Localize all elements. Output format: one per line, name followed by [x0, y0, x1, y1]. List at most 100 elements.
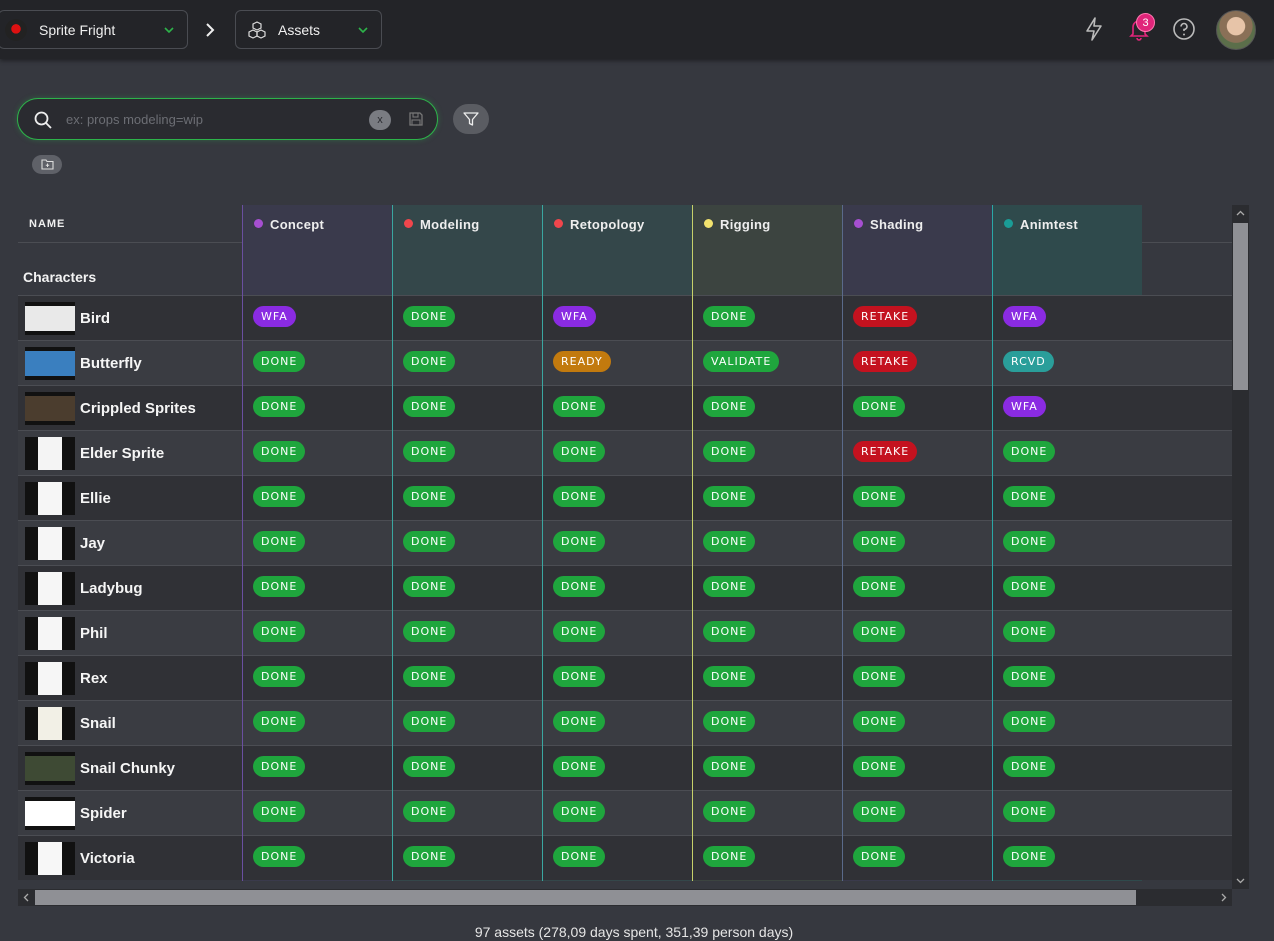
status-badge[interactable]: DONE — [703, 666, 756, 687]
status-cell[interactable]: DONE — [392, 566, 542, 611]
status-cell[interactable]: DONE — [692, 656, 842, 701]
asset-name[interactable]: Crippled Sprites — [80, 400, 196, 417]
status-badge[interactable]: DONE — [703, 801, 756, 822]
search-input[interactable] — [66, 109, 356, 129]
status-badge[interactable]: DONE — [253, 576, 306, 597]
status-badge[interactable]: DONE — [853, 666, 906, 687]
status-cell[interactable]: WFA — [242, 296, 392, 341]
status-badge[interactable]: DONE — [253, 351, 306, 372]
horizontal-scroll-thumb[interactable] — [35, 890, 1136, 905]
status-cell[interactable]: DONE — [992, 521, 1142, 566]
status-badge[interactable]: DONE — [1003, 756, 1056, 777]
asset-thumbnail[interactable] — [25, 797, 75, 830]
status-badge[interactable]: DONE — [253, 801, 306, 822]
status-badge[interactable]: DONE — [253, 666, 306, 687]
status-badge[interactable]: DONE — [703, 396, 756, 417]
status-badge[interactable]: DONE — [253, 711, 306, 732]
status-badge[interactable]: DONE — [253, 846, 306, 867]
asset-name-cell[interactable]: Rex — [18, 656, 242, 701]
table-row[interactable]: Bird WFA DONE WFA DONE RETAKE WFA — [18, 295, 1232, 340]
status-cell[interactable]: DONE — [392, 521, 542, 566]
status-cell[interactable]: DONE — [692, 431, 842, 476]
status-cell[interactable]: DONE — [992, 746, 1142, 791]
status-badge[interactable]: DONE — [1003, 576, 1056, 597]
status-badge[interactable]: DONE — [253, 396, 306, 417]
asset-thumbnail[interactable] — [25, 617, 75, 650]
status-badge[interactable]: DONE — [253, 621, 306, 642]
status-badge[interactable]: DONE — [853, 711, 906, 732]
add-folder-button[interactable] — [32, 155, 62, 174]
table-row[interactable]: Snail DONE DONE DONE DONE DONE DONE — [18, 700, 1232, 745]
status-badge[interactable]: DONE — [553, 441, 606, 462]
asset-name-cell[interactable]: Butterfly — [18, 341, 242, 386]
status-cell[interactable]: DONE — [242, 791, 392, 836]
project-selector[interactable]: Sprite Fright — [0, 10, 188, 49]
asset-name[interactable]: Butterfly — [80, 355, 142, 372]
status-cell[interactable]: DONE — [842, 386, 992, 431]
status-badge[interactable]: DONE — [703, 846, 756, 867]
asset-name[interactable]: Ellie — [80, 490, 111, 507]
status-badge[interactable]: READY — [553, 351, 611, 372]
clear-search-button[interactable]: x — [369, 110, 391, 130]
status-badge[interactable]: DONE — [853, 531, 906, 552]
status-badge[interactable]: DONE — [403, 621, 456, 642]
table-row[interactable]: Butterfly DONE DONE READY VALIDATE RETAKE RCVD — [18, 340, 1232, 385]
status-cell[interactable]: DONE — [842, 836, 992, 881]
status-cell[interactable]: DONE — [692, 296, 842, 341]
asset-thumbnail[interactable] — [25, 437, 75, 470]
status-badge[interactable]: DONE — [1003, 486, 1056, 507]
status-cell[interactable]: DONE — [692, 566, 842, 611]
asset-name-cell[interactable]: Victoria — [18, 836, 242, 881]
status-cell[interactable]: DONE — [692, 386, 842, 431]
status-cell[interactable]: DONE — [242, 341, 392, 386]
status-badge[interactable]: DONE — [853, 621, 906, 642]
filter-button[interactable] — [453, 104, 489, 134]
asset-name[interactable]: Phil — [80, 625, 108, 642]
asset-name[interactable]: Jay — [80, 535, 106, 552]
status-badge[interactable]: RETAKE — [853, 441, 918, 462]
status-cell[interactable]: DONE — [992, 566, 1142, 611]
table-row[interactable]: Ladybug DONE DONE DONE DONE DONE DONE — [18, 565, 1232, 610]
status-cell[interactable]: DONE — [392, 386, 542, 431]
table-row[interactable]: Snail Chunky DONE DONE DONE DONE DONE DONE — [18, 745, 1232, 790]
status-badge[interactable]: DONE — [703, 531, 756, 552]
table-row[interactable]: Spider DONE DONE DONE DONE DONE DONE — [18, 790, 1232, 835]
status-badge[interactable]: DONE — [553, 756, 606, 777]
asset-name[interactable]: Elder Sprite — [80, 445, 165, 462]
status-cell[interactable]: DONE — [692, 611, 842, 656]
asset-thumbnail[interactable] — [25, 527, 75, 560]
status-cell[interactable]: DONE — [542, 791, 692, 836]
status-badge[interactable]: RETAKE — [853, 306, 918, 327]
asset-name-cell[interactable]: Spider — [18, 791, 242, 836]
status-badge[interactable]: DONE — [853, 486, 906, 507]
status-cell[interactable]: DONE — [842, 566, 992, 611]
status-cell[interactable]: DONE — [692, 836, 842, 881]
status-cell[interactable]: DONE — [392, 431, 542, 476]
asset-thumbnail[interactable] — [25, 662, 75, 695]
vertical-scroll-thumb[interactable] — [1233, 223, 1248, 390]
status-cell[interactable]: DONE — [242, 611, 392, 656]
status-badge[interactable]: DONE — [553, 846, 606, 867]
status-cell[interactable]: WFA — [542, 296, 692, 341]
table-row[interactable]: Phil DONE DONE DONE DONE DONE DONE — [18, 610, 1232, 655]
status-cell[interactable]: DONE — [842, 746, 992, 791]
status-cell[interactable]: DONE — [992, 611, 1142, 656]
scroll-down-icon[interactable] — [1236, 876, 1245, 885]
status-badge[interactable]: DONE — [403, 351, 456, 372]
save-icon[interactable] — [408, 111, 424, 127]
status-cell[interactable]: DONE — [392, 611, 542, 656]
status-badge[interactable]: DONE — [853, 801, 906, 822]
status-badge[interactable]: DONE — [1003, 801, 1056, 822]
status-cell[interactable]: DONE — [842, 476, 992, 521]
status-cell[interactable]: DONE — [542, 611, 692, 656]
status-cell[interactable]: DONE — [842, 701, 992, 746]
status-badge[interactable]: WFA — [553, 306, 596, 327]
asset-thumbnail[interactable] — [25, 707, 75, 740]
status-cell[interactable]: DONE — [992, 656, 1142, 701]
asset-thumbnail[interactable] — [25, 347, 75, 380]
asset-name[interactable]: Snail Chunky — [80, 760, 176, 777]
asset-name-cell[interactable]: Snail Chunky — [18, 746, 242, 791]
asset-name[interactable]: Ladybug — [80, 580, 143, 597]
status-badge[interactable]: DONE — [1003, 666, 1056, 687]
status-badge[interactable]: DONE — [853, 846, 906, 867]
